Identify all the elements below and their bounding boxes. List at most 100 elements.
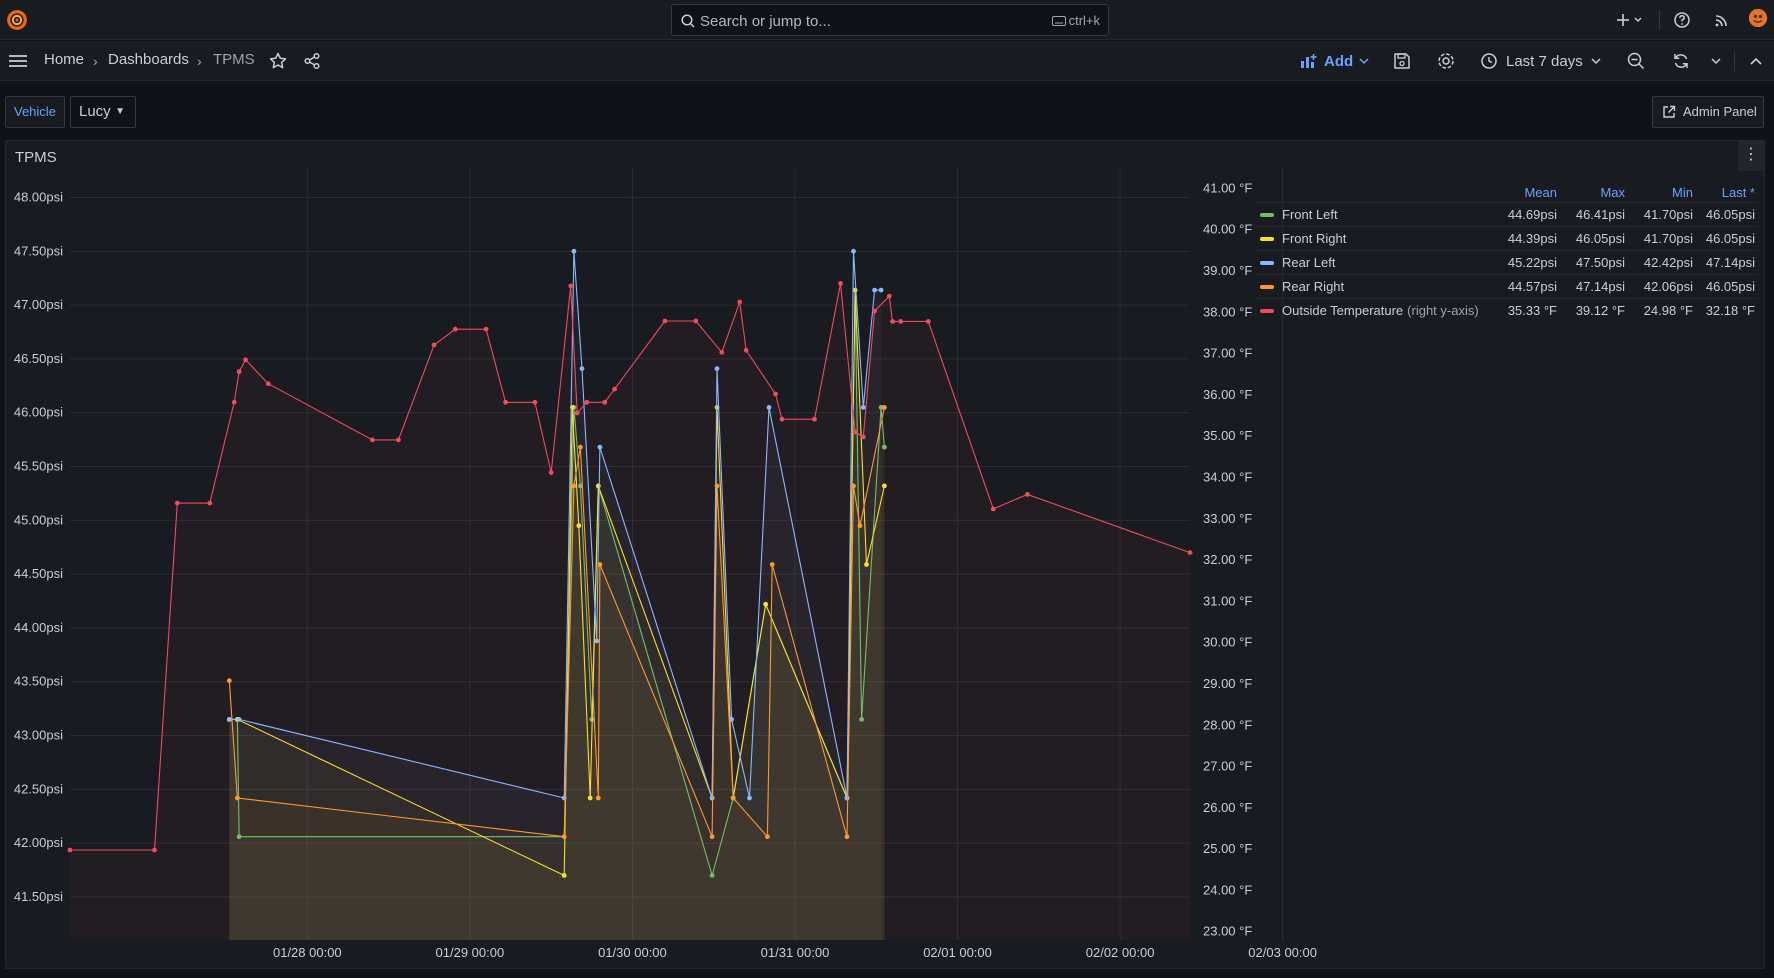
data-point[interactable] — [561, 795, 567, 801]
data-point[interactable] — [838, 281, 843, 286]
legend-row[interactable]: Front Left 44.69psi 46.41psi 41.70psi 46.05p… — [1254, 202, 1759, 226]
data-point[interactable] — [568, 283, 574, 289]
legend-header-last[interactable]: Last * — [1721, 184, 1755, 200]
data-point[interactable] — [719, 349, 725, 355]
zoom-out-icon[interactable] — [1626, 51, 1646, 71]
data-point[interactable] — [236, 369, 242, 375]
data-point[interactable] — [236, 834, 242, 840]
data-point[interactable] — [859, 717, 864, 722]
data-point[interactable] — [236, 717, 242, 722]
help-icon[interactable] — [1672, 10, 1692, 30]
data-point[interactable] — [851, 248, 856, 254]
legend-header-max[interactable]: Max — [1600, 184, 1625, 200]
series-line[interactable] — [228, 407, 885, 838]
data-point[interactable] — [561, 834, 567, 840]
data-point[interactable] — [597, 444, 603, 450]
data-point[interactable] — [763, 601, 769, 607]
data-point[interactable] — [584, 399, 590, 405]
search-bar[interactable]: Search or jump to... ctrl+k — [671, 4, 1109, 36]
legend-series-name[interactable]: Outside Temperature (right y-axis) — [1254, 303, 1489, 318]
data-point[interactable] — [548, 470, 554, 475]
legend-series-name[interactable]: Front Left — [1254, 207, 1489, 222]
data-point[interactable] — [452, 326, 458, 332]
legend-header-min[interactable]: Min — [1672, 184, 1693, 200]
data-point[interactable] — [576, 523, 582, 529]
data-point[interactable] — [864, 562, 869, 567]
data-point[interactable] — [878, 287, 884, 293]
data-point[interactable] — [561, 873, 567, 878]
data-point[interactable] — [860, 434, 866, 440]
data-point[interactable] — [67, 847, 73, 853]
data-point[interactable] — [851, 483, 856, 489]
vehicle-select[interactable]: Lucy ▼ — [70, 96, 136, 128]
data-point[interactable] — [737, 299, 743, 305]
share-icon[interactable] — [302, 51, 322, 71]
data-point[interactable] — [396, 437, 401, 443]
data-point[interactable] — [714, 366, 720, 371]
data-point[interactable] — [226, 717, 232, 722]
data-point[interactable] — [729, 717, 734, 722]
data-point[interactable] — [844, 834, 850, 840]
series-line[interactable] — [70, 282, 1191, 851]
data-point[interactable] — [852, 429, 858, 435]
data-point[interactable] — [370, 437, 375, 443]
save-icon[interactable] — [1392, 51, 1412, 71]
data-point[interactable] — [812, 416, 817, 422]
data-point[interactable] — [882, 483, 887, 489]
data-point[interactable] — [766, 405, 772, 410]
add-button[interactable]: Add — [1300, 51, 1369, 71]
data-point[interactable] — [431, 342, 437, 348]
grafana-logo-icon[interactable] — [6, 9, 28, 31]
data-point[interactable] — [235, 795, 240, 801]
data-point[interactable] — [597, 562, 603, 567]
data-point[interactable] — [773, 391, 778, 397]
data-point[interactable] — [925, 319, 931, 324]
admin-panel-button[interactable]: Admin Panel — [1652, 96, 1764, 128]
data-point[interactable] — [152, 847, 157, 853]
data-point[interactable] — [747, 795, 752, 801]
data-point[interactable] — [662, 318, 668, 324]
star-icon[interactable] — [268, 51, 288, 71]
data-point[interactable] — [765, 834, 770, 840]
legend-series-name[interactable]: Rear Right — [1254, 279, 1489, 294]
data-point[interactable] — [578, 483, 583, 489]
data-point[interactable] — [872, 287, 877, 293]
data-point[interactable] — [769, 562, 775, 567]
breadcrumb-home[interactable]: Home — [44, 51, 85, 68]
chevron-up-icon[interactable] — [1746, 51, 1766, 71]
legend-row[interactable]: Rear Right 44.57psi 47.14psi 42.06psi 46.05p… — [1254, 274, 1759, 298]
data-point[interactable] — [578, 444, 583, 450]
data-point[interactable] — [174, 500, 180, 506]
data-point[interactable] — [714, 483, 720, 489]
data-point[interactable] — [503, 399, 508, 405]
data-point[interactable] — [890, 319, 895, 324]
data-point[interactable] — [990, 506, 996, 512]
data-point[interactable] — [882, 405, 887, 410]
legend-series-name[interactable]: Rear Left — [1254, 255, 1489, 270]
data-point[interactable] — [882, 444, 887, 450]
data-point[interactable] — [532, 399, 538, 405]
panel-menu-icon[interactable]: ⋮ — [1738, 141, 1764, 171]
data-point[interactable] — [612, 386, 617, 392]
data-point[interactable] — [844, 795, 850, 801]
user-avatar[interactable] — [1746, 8, 1770, 28]
data-point[interactable] — [231, 399, 237, 405]
legend-row[interactable]: Front Right 44.39psi 46.05psi 41.70psi 46.05… — [1254, 226, 1759, 250]
legend-row[interactable]: Outside Temperature (right y-axis) 35.33 °… — [1254, 298, 1759, 322]
data-point[interactable] — [595, 795, 601, 801]
data-point[interactable] — [207, 500, 213, 506]
data-point[interactable] — [872, 308, 877, 314]
data-point[interactable] — [243, 357, 249, 363]
data-point[interactable] — [1025, 492, 1030, 497]
data-point[interactable] — [1187, 550, 1193, 555]
data-point[interactable] — [595, 483, 601, 489]
data-point[interactable] — [898, 319, 904, 324]
data-point[interactable] — [226, 678, 232, 684]
series-line[interactable] — [229, 289, 885, 876]
legend-row[interactable]: Rear Left 45.22psi 47.50psi 42.42psi 47.14ps… — [1254, 250, 1759, 274]
data-point[interactable] — [709, 873, 715, 878]
breadcrumb-dashboards[interactable]: Dashboards — [108, 51, 189, 68]
data-point[interactable] — [730, 795, 736, 801]
data-point[interactable] — [693, 318, 699, 324]
